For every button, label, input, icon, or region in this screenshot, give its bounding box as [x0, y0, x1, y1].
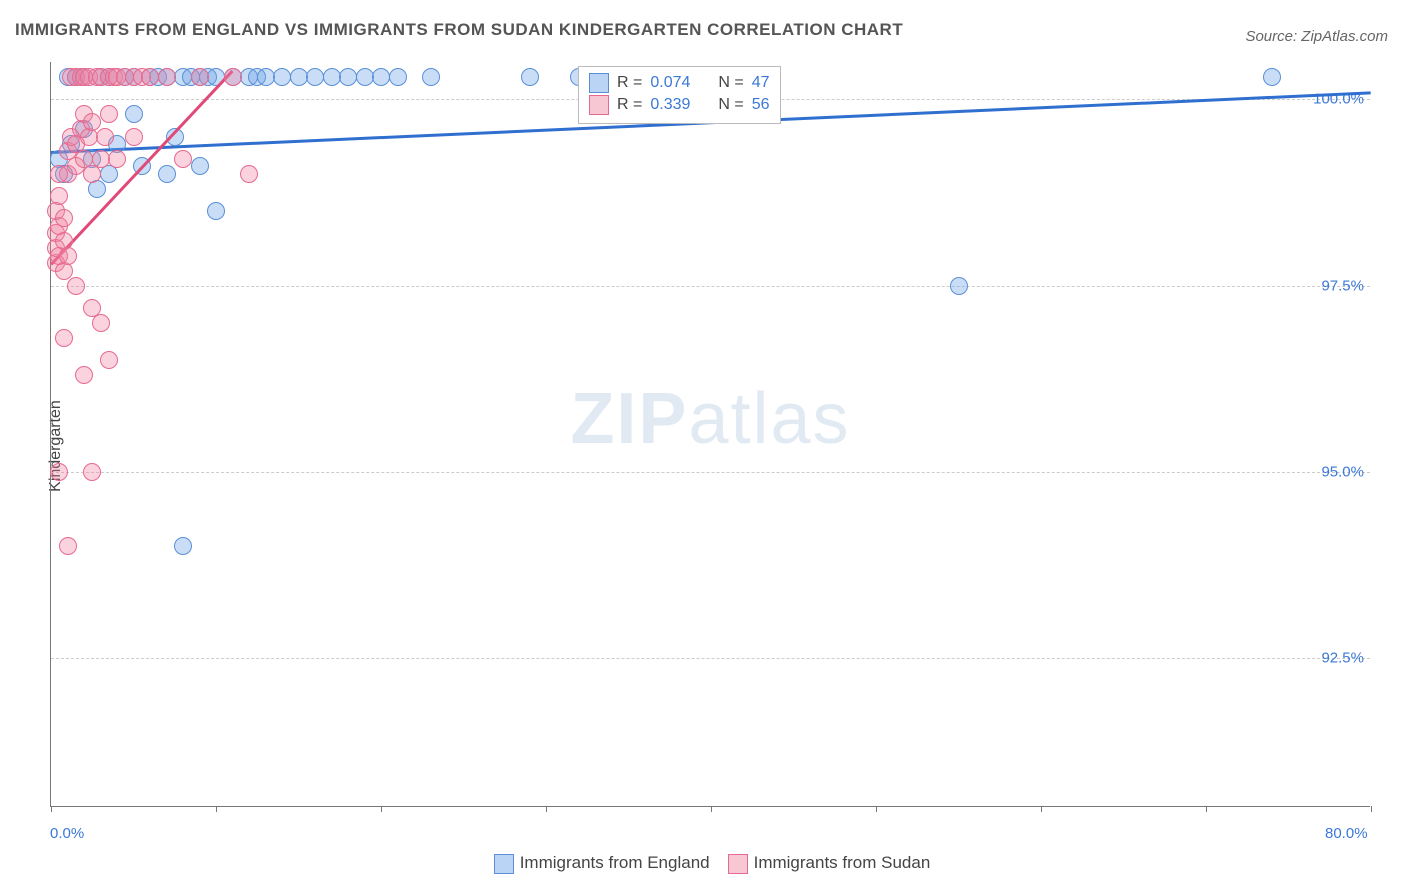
data-point — [323, 68, 341, 86]
r-value: 0.339 — [650, 96, 690, 114]
data-point — [240, 165, 258, 183]
data-point — [273, 68, 291, 86]
data-point — [83, 463, 101, 481]
legend-swatch — [494, 854, 514, 874]
x-max-label: 80.0% — [1325, 825, 1368, 842]
data-point — [141, 68, 159, 86]
data-point — [207, 202, 225, 220]
data-point — [50, 165, 68, 183]
data-point — [100, 105, 118, 123]
plot-area: ZIPatlas 92.5%95.0%97.5%100.0% — [50, 62, 1370, 807]
data-point — [290, 68, 308, 86]
data-point — [356, 68, 374, 86]
r-label: R = — [617, 74, 642, 92]
data-point — [174, 537, 192, 555]
data-point — [389, 68, 407, 86]
stats-legend-row: R = 0.074 N = 47 — [589, 73, 770, 93]
data-point — [257, 68, 275, 86]
gridline — [51, 472, 1370, 473]
gridline — [51, 286, 1370, 287]
legend-swatch — [589, 73, 609, 93]
legend-label: Immigrants from Sudan — [754, 853, 931, 872]
chart-title: IMMIGRANTS FROM ENGLAND VS IMMIGRANTS FR… — [15, 20, 903, 40]
data-point — [191, 68, 209, 86]
y-tick-label: 92.5% — [1321, 650, 1364, 667]
legend-label: Immigrants from England — [520, 853, 710, 872]
r-value: 0.074 — [650, 74, 690, 92]
data-point — [125, 128, 143, 146]
r-label: R = — [617, 96, 642, 114]
data-point — [108, 150, 126, 168]
data-point — [59, 537, 77, 555]
stats-legend-row: R = 0.339 N = 56 — [589, 95, 770, 115]
data-point — [1263, 68, 1281, 86]
n-label: N = — [718, 96, 743, 114]
legend-swatch — [589, 95, 609, 115]
data-point — [191, 157, 209, 175]
n-value: 47 — [752, 74, 770, 92]
data-point — [50, 187, 68, 205]
y-tick-label: 95.0% — [1321, 463, 1364, 480]
legend-swatch — [728, 854, 748, 874]
n-label: N = — [718, 74, 743, 92]
source-label: Source: ZipAtlas.com — [1245, 28, 1388, 45]
x-tick — [711, 806, 712, 812]
x-tick — [876, 806, 877, 812]
data-point — [372, 68, 390, 86]
x-tick — [1041, 806, 1042, 812]
data-point — [422, 68, 440, 86]
x-tick — [1206, 806, 1207, 812]
data-point — [67, 277, 85, 295]
watermark: ZIPatlas — [570, 378, 850, 460]
x-tick — [216, 806, 217, 812]
data-point — [125, 105, 143, 123]
data-point — [50, 463, 68, 481]
y-tick-label: 97.5% — [1321, 277, 1364, 294]
stats-legend: R = 0.074 N = 47 R = 0.339 N = 56 — [578, 66, 781, 124]
data-point — [100, 351, 118, 369]
data-point — [92, 314, 110, 332]
x-tick — [381, 806, 382, 812]
x-tick — [51, 806, 52, 812]
data-point — [950, 277, 968, 295]
data-point — [158, 165, 176, 183]
data-point — [75, 366, 93, 384]
x-tick — [546, 806, 547, 812]
data-point — [59, 247, 77, 265]
data-point — [521, 68, 539, 86]
data-point — [174, 150, 192, 168]
data-point — [224, 68, 242, 86]
x-tick — [1371, 806, 1372, 812]
data-point — [92, 150, 110, 168]
legend-bottom: Immigrants from England Immigrants from S… — [0, 853, 1406, 874]
data-point — [158, 68, 176, 86]
n-value: 56 — [752, 96, 770, 114]
gridline — [51, 658, 1370, 659]
x-min-label: 0.0% — [50, 825, 84, 842]
data-point — [339, 68, 357, 86]
data-point — [306, 68, 324, 86]
data-point — [83, 113, 101, 131]
data-point — [96, 128, 114, 146]
data-point — [55, 209, 73, 227]
data-point — [55, 329, 73, 347]
